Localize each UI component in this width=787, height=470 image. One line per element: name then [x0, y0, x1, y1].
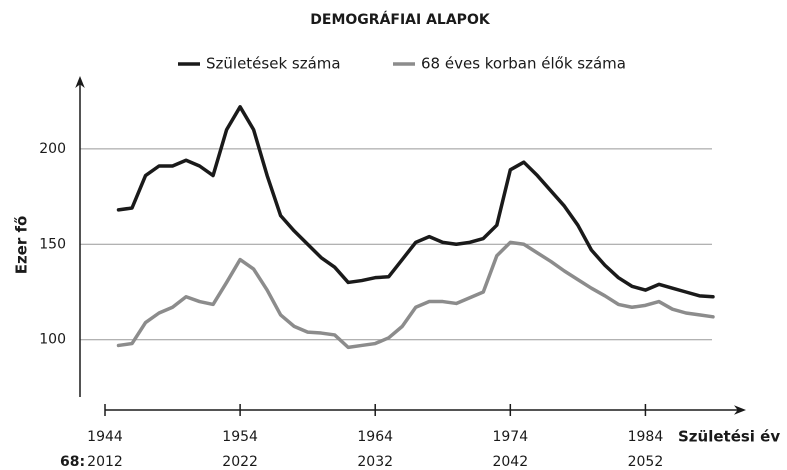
- y-tick-label: 150: [39, 236, 66, 252]
- x-tick2-label: 2042: [492, 454, 528, 470]
- series-line: [116, 105, 715, 299]
- y-tick-label: 200: [39, 141, 66, 157]
- y-axis-label: Ezer fő: [13, 216, 31, 275]
- x-tick2-prefix: 68:: [60, 454, 85, 470]
- chart-title: DEMOGRÁFIAI ALAPOK: [310, 11, 491, 28]
- x-tick-label: 1984: [628, 429, 664, 445]
- y-tick-label: 100: [39, 332, 66, 348]
- series-line: [116, 240, 715, 350]
- x-tick2-label: 2022: [222, 454, 258, 470]
- x-tick-label: 1974: [492, 429, 528, 445]
- legend-label: Születések száma: [206, 55, 341, 73]
- x-tick-label: 1944: [87, 429, 123, 445]
- x-tick-label: 1954: [222, 429, 258, 445]
- x-tick2-label: 2032: [357, 454, 393, 470]
- x-tick2-label: 2012: [87, 454, 123, 470]
- x-axis-label: Születési év: [678, 428, 780, 446]
- x-tick-label: 1964: [357, 429, 393, 445]
- x-tick2-label: 2052: [628, 454, 664, 470]
- legend-label: 68 éves korban élők száma: [421, 55, 626, 73]
